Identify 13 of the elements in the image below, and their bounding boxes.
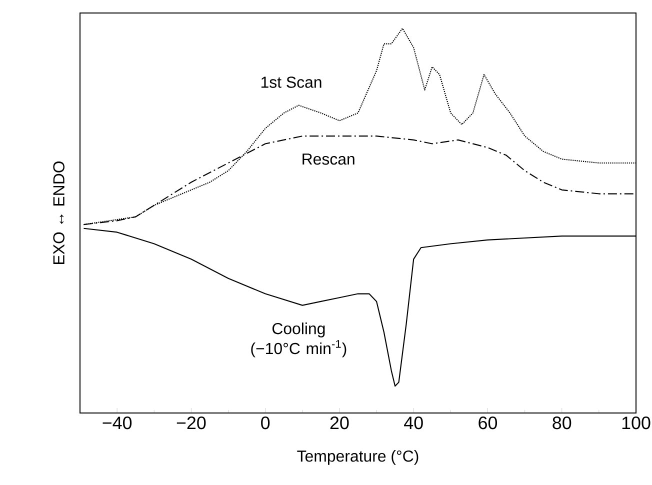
x-tick-label: −20 [176, 416, 206, 430]
x-tick-label: 40 [404, 416, 423, 430]
x-tick-label: 100 [622, 416, 650, 430]
series-label: 1st Scan [261, 76, 322, 88]
x-tick-label: 20 [330, 416, 349, 430]
x-tick-label: 80 [552, 416, 572, 430]
y-axis-title: EXO ↔ ENDO [53, 162, 64, 264]
series-label: Cooling (−10°C min$^{-1}$) [251, 322, 346, 358]
x-axis-title: Temperature (°C) [297, 450, 418, 465]
x-tick-label: 60 [478, 416, 498, 430]
x-tick-label: −40 [102, 416, 132, 430]
x-tick-label: 0 [261, 416, 270, 430]
series-label: Rescan [302, 154, 354, 165]
